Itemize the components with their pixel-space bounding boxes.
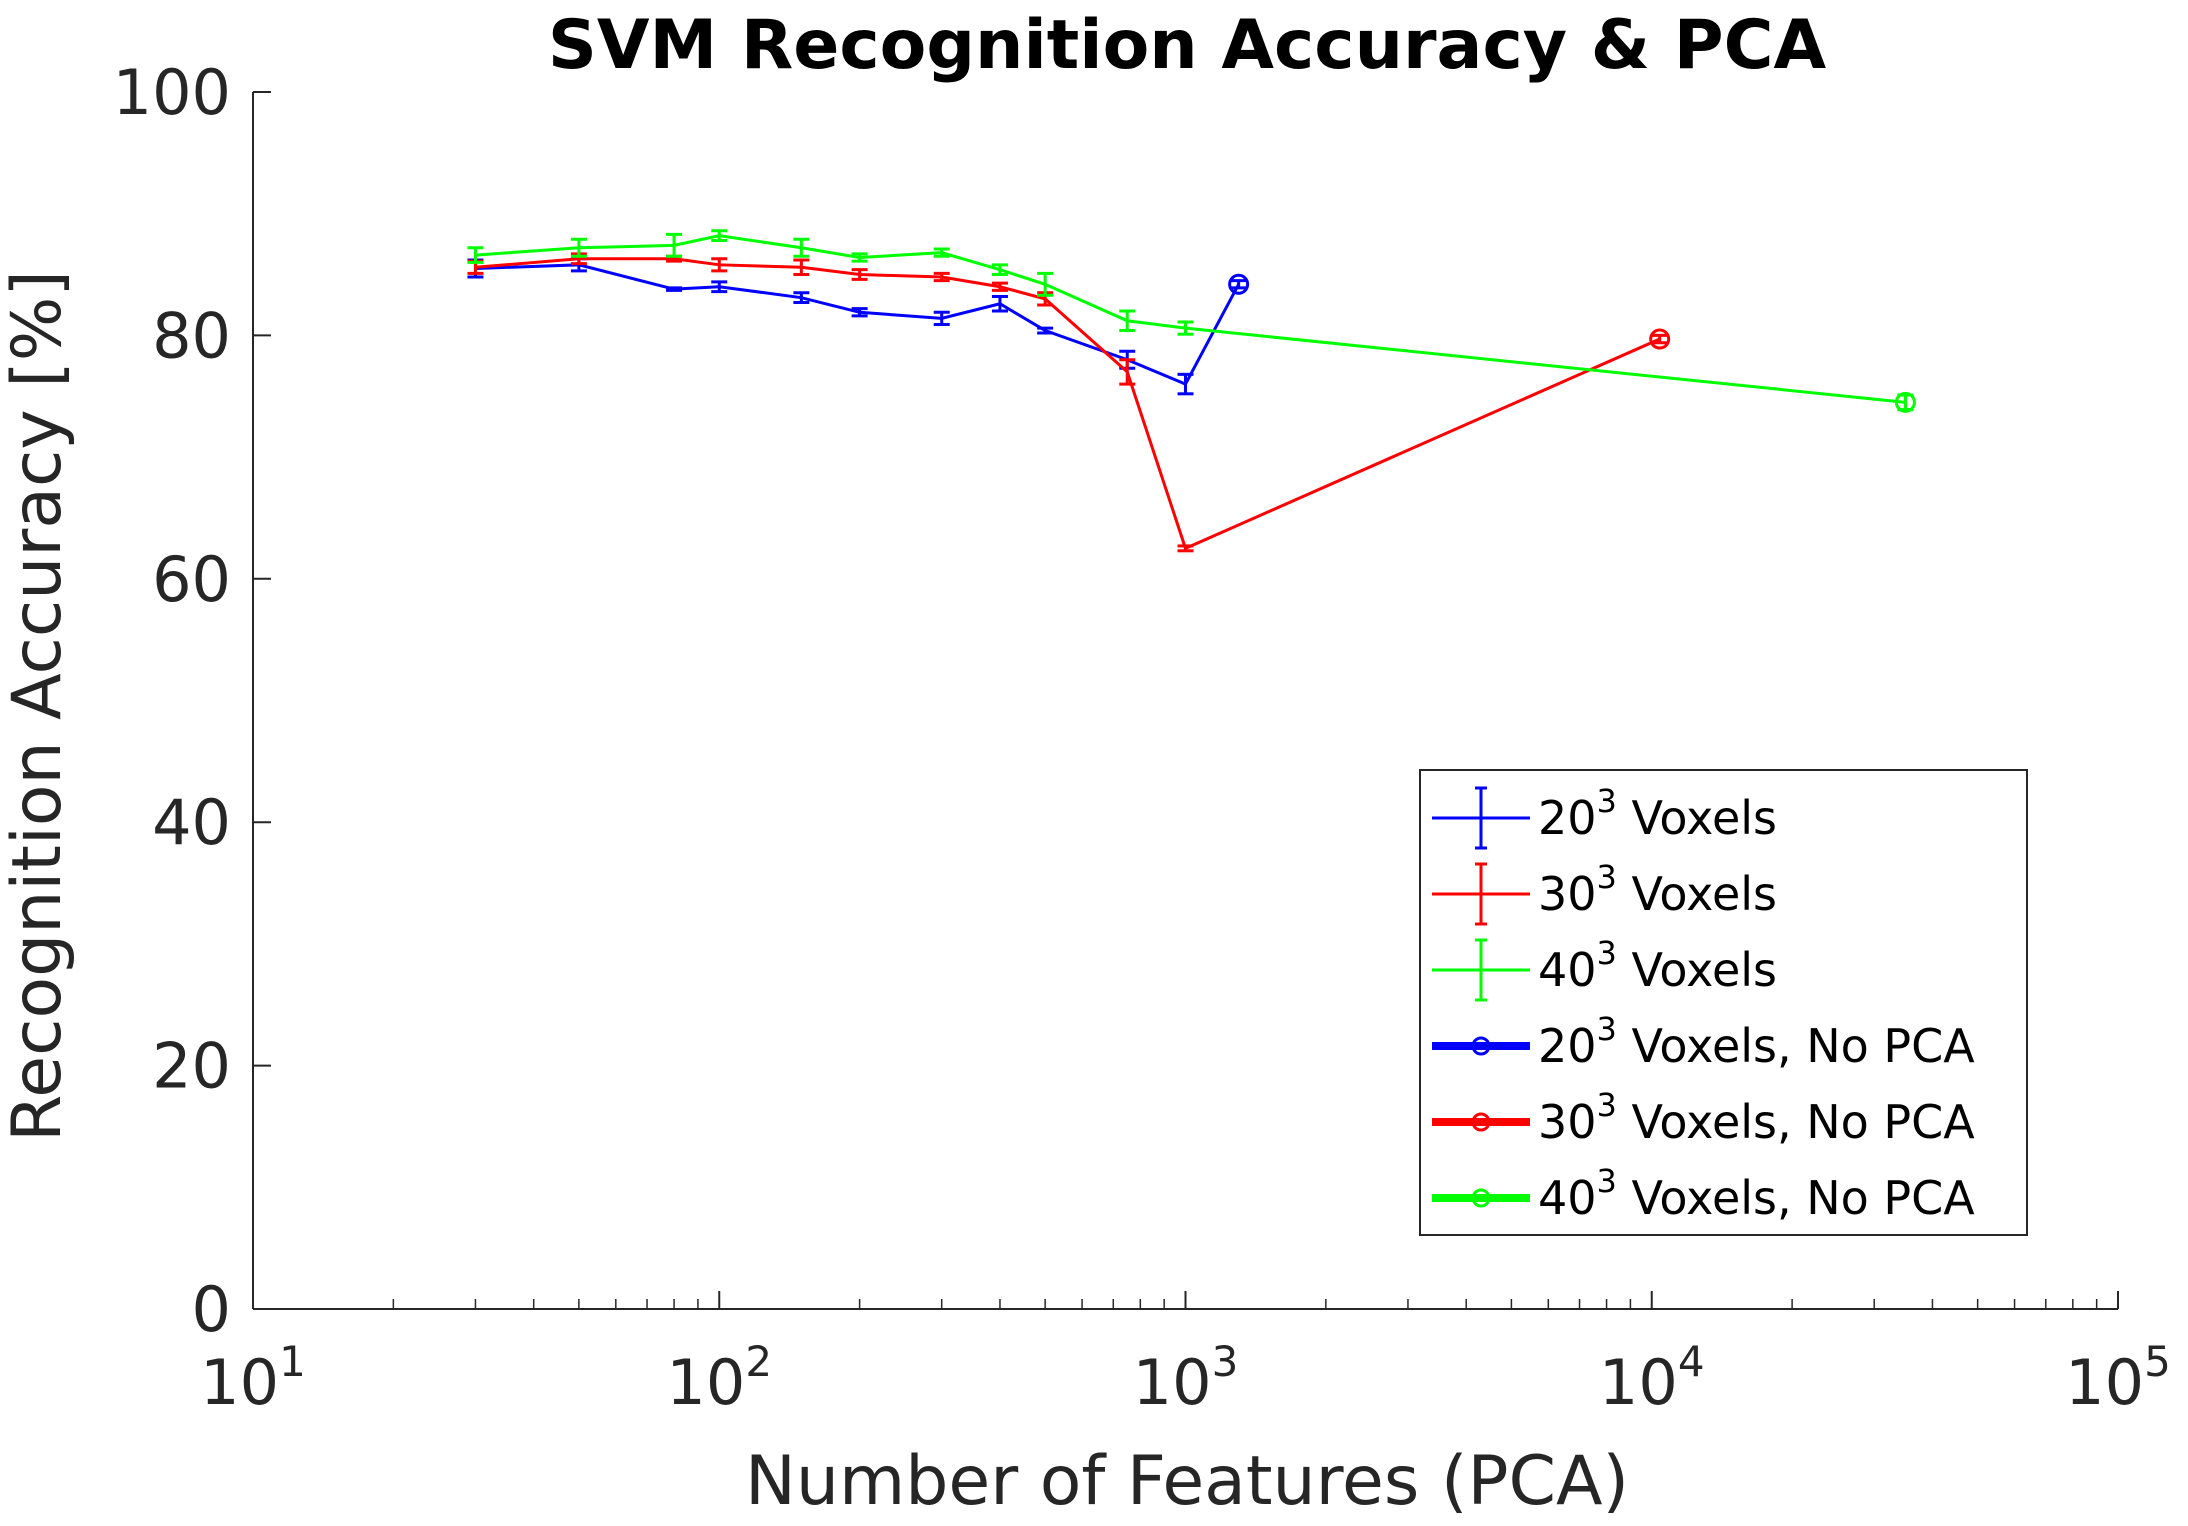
- legend-item-4: 203 Voxels, No PCA: [1432, 1010, 1975, 1073]
- series-4: [1228, 273, 1250, 295]
- legend-swatch-marker: [1471, 1036, 1491, 1056]
- legend-box: [1419, 769, 2028, 1236]
- connector-line: [1184, 283, 1240, 385]
- y-tick-label: 0: [192, 1273, 231, 1346]
- series-3: [467, 229, 1914, 412]
- tick-labels: 101 102 103 104 105 0 20 40 60 80 100: [113, 56, 2171, 1419]
- plot-area: [467, 229, 1916, 553]
- x-tick-label: 105: [2065, 1337, 2171, 1419]
- series-line: [475, 234, 1906, 404]
- y-tick-label: 20: [152, 1030, 231, 1103]
- x-axis-label: Number of Features (PCA): [745, 1442, 1629, 1521]
- legend-label: 203 Voxels, No PCA: [1538, 1010, 1975, 1073]
- x-tick-label: 103: [1133, 1337, 1239, 1419]
- series-line: [475, 263, 1187, 386]
- legend-label: 203 Voxels: [1538, 782, 1777, 845]
- legend-label: 303 Voxels, No PCA: [1538, 1086, 1975, 1149]
- series-1: [467, 257, 1194, 396]
- x-tick-label: 102: [666, 1337, 772, 1419]
- legend-item-5: 303 Voxels, No PCA: [1432, 1086, 1975, 1149]
- legend-label: 403 Voxels, No PCA: [1538, 1162, 1975, 1225]
- y-axis-label: Recognition Accuracy [%]: [0, 270, 77, 1142]
- series-line: [475, 257, 1187, 549]
- y-tick-label: 100: [113, 56, 231, 129]
- data-marker: [1228, 273, 1250, 295]
- y-tick-label: 80: [152, 299, 231, 372]
- y-tick-label: 40: [152, 786, 231, 859]
- legend-label: 403 Voxels: [1538, 934, 1777, 997]
- connector-line: [1184, 337, 1661, 550]
- legend-item-3: 403 Voxels: [1432, 934, 1777, 1002]
- legend: 203 Voxels 303 Voxels 403 Voxels 203 Voxels…: [1419, 769, 2028, 1236]
- x-tick-label: 101: [200, 1337, 306, 1419]
- series-6: [1894, 391, 1916, 413]
- data-marker: [1649, 328, 1671, 350]
- legend-swatch-marker: [1471, 1188, 1491, 1208]
- x-tick-label: 104: [1599, 1337, 1705, 1419]
- legend-swatch-marker: [1471, 1112, 1491, 1132]
- chart-title: SVM Recognition Accuracy & PCA: [548, 6, 1827, 85]
- legend-item-2: 303 Voxels: [1432, 858, 1777, 926]
- y-tick-label: 60: [152, 543, 231, 616]
- legend-item-6: 403 Voxels, No PCA: [1432, 1162, 1975, 1225]
- legend-item-1: 203 Voxels: [1432, 782, 1777, 850]
- data-marker: [1894, 391, 1916, 413]
- axes: [252, 91, 2119, 1310]
- series-5: [1649, 328, 1671, 350]
- legend-label: 303 Voxels: [1538, 858, 1777, 921]
- series-2: [467, 252, 1194, 553]
